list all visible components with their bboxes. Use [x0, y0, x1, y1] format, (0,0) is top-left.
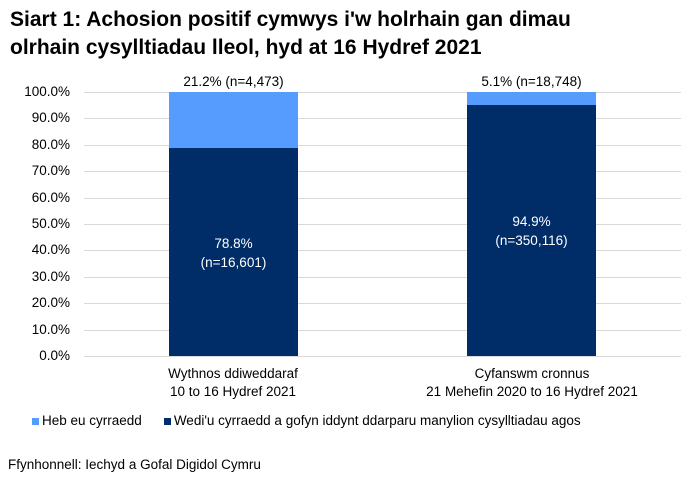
- gridline-30: [84, 277, 681, 278]
- chart-legend: Heb eu cyrraedd Wedi'u cyrraedd a gofyn …: [32, 413, 603, 429]
- y-tick-10: 10.0%: [31, 322, 70, 337]
- y-tick-70: 70.0%: [31, 163, 70, 178]
- bar-1-inner-percent: 78.8%: [214, 236, 253, 251]
- y-tick-20: 20.0%: [31, 295, 70, 310]
- x-category-1-line-1: Wythnos ddiweddaraf: [168, 366, 298, 381]
- x-category-1-line-2: 10 to 16 Hydref 2021: [169, 384, 297, 399]
- bar-segment-reached: [169, 148, 298, 356]
- x-category-latest-week: Wythnos ddiweddaraf 10 to 16 Hydref 2021: [133, 365, 333, 401]
- chart-title-line-1: Siart 1: Achosion positif cymwys i'w hol…: [10, 8, 571, 31]
- gridline-40: [84, 250, 681, 251]
- legend-label-reached: Wedi'u cyrraedd a gofyn iddynt ddarparu …: [173, 413, 581, 428]
- bar-segment-reached: [467, 105, 596, 356]
- bar-cumulative: [467, 92, 596, 356]
- bar-1-inner-count: (n=16,601): [200, 255, 267, 270]
- y-tick-40: 40.0%: [31, 242, 70, 257]
- y-tick-90: 90.0%: [31, 110, 70, 125]
- y-tick-50: 50.0%: [31, 216, 70, 231]
- bar-1-inner-label: 78.8% (n=16,601): [169, 234, 298, 272]
- x-category-cumulative: Cyfanswm cronnus 21 Mehefin 2020 to 16 H…: [396, 365, 668, 401]
- bar-segment-not-reached: [467, 92, 596, 105]
- chart-title: Siart 1: Achosion positif cymwys i'w hol…: [10, 6, 690, 62]
- bar-1-top-label: 21.2% (n=4,473): [183, 74, 284, 89]
- bar-latest-week: [169, 92, 298, 356]
- legend-item-not-reached: Heb eu cyrraedd: [32, 413, 142, 429]
- chart-title-line-2: olrhain cysylltiadau lleol, hyd at 16 Hy…: [10, 36, 482, 59]
- gridline-80: [84, 145, 681, 146]
- gridline-60: [84, 198, 681, 199]
- y-tick-30: 30.0%: [31, 269, 70, 284]
- gridline-100: [84, 92, 681, 93]
- gridline-10: [84, 330, 681, 331]
- bar-2-inner-label: 94.9% (n=350,116): [437, 212, 626, 250]
- x-category-2-line-2: 21 Mehefin 2020 to 16 Hydref 2021: [426, 384, 638, 399]
- legend-item-reached: Wedi'u cyrraedd a gofyn iddynt ddarparu …: [163, 413, 581, 429]
- y-tick-60: 60.0%: [31, 190, 70, 205]
- y-tick-100: 100.0%: [24, 84, 70, 99]
- gridline-90: [84, 118, 681, 119]
- gridline-70: [84, 171, 681, 172]
- source-note: Ffynhonnell: Iechyd a Gofal Digidol Cymr…: [8, 457, 261, 472]
- legend-swatch-light-blue-icon: [32, 417, 39, 425]
- bar-segment-not-reached: [169, 92, 298, 148]
- legend-swatch-dark-blue-icon: [163, 417, 171, 425]
- bar-2-inner-count: (n=350,116): [495, 233, 568, 248]
- y-tick-0: 0.0%: [39, 348, 70, 363]
- gridline-20: [84, 303, 681, 304]
- bar-2-inner-percent: 94.9%: [512, 214, 551, 229]
- legend-label-not-reached: Heb eu cyrraedd: [42, 413, 142, 428]
- gridline-0: [84, 356, 681, 357]
- bar-2-top-label: 5.1% (n=18,748): [481, 74, 582, 89]
- gridline-50: [84, 224, 681, 225]
- x-category-2-line-1: Cyfanswm cronnus: [474, 366, 590, 381]
- y-tick-80: 80.0%: [31, 137, 70, 152]
